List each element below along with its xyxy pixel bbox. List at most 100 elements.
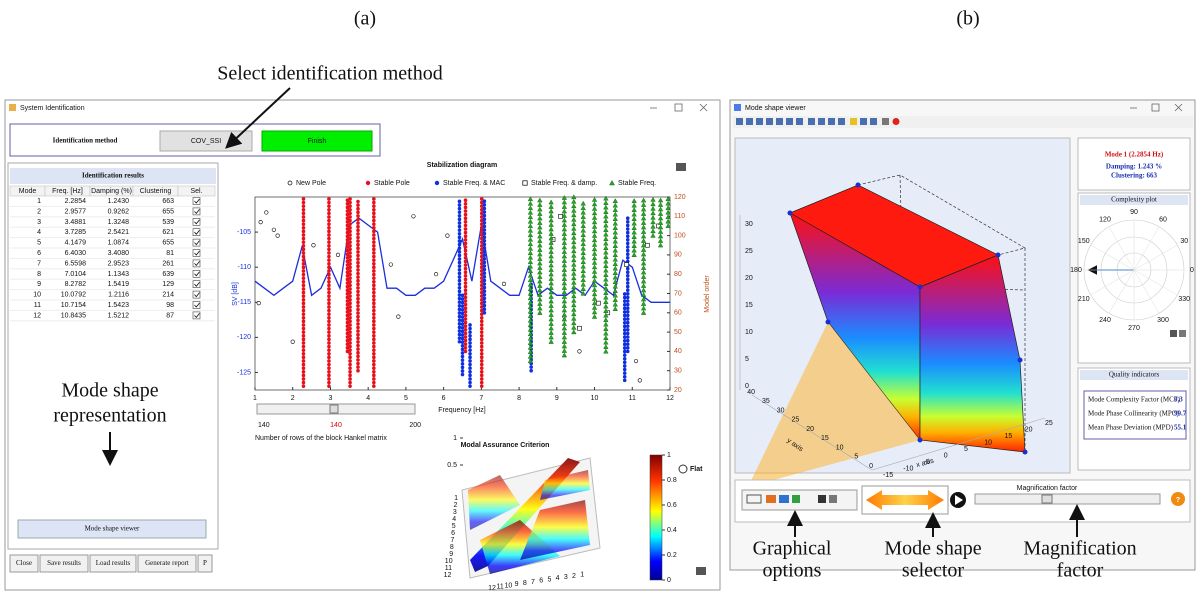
button-label[interactable]: Close [16, 559, 32, 567]
panel-header [1080, 195, 1188, 205]
select-checkbox[interactable] [192, 249, 201, 257]
new-pole [271, 227, 276, 232]
table-cell: 214 [162, 292, 174, 299]
flat-radio[interactable] [678, 464, 688, 474]
quality-value: 99.7 [1174, 410, 1187, 418]
colorbar-tick-label: 0.6 [667, 502, 677, 509]
button[interactable] [89, 554, 137, 573]
table-cell: 9 [37, 281, 41, 288]
option-icons[interactable] [746, 494, 837, 504]
check-mark [194, 240, 200, 246]
check-mark [194, 209, 200, 215]
x-tick-label: 12 [666, 395, 674, 402]
new-pole [396, 314, 401, 319]
annotation: Select identification method [217, 63, 443, 85]
print-icon[interactable] [676, 163, 686, 171]
annotation: Mode shape [884, 538, 981, 560]
select-checkbox[interactable] [192, 290, 201, 299]
select-checkbox[interactable] [192, 301, 201, 309]
flat-label[interactable]: Flat [690, 466, 703, 473]
table-cell: 1.2430 [108, 198, 130, 205]
table-cell: 2.5421 [108, 229, 130, 236]
z-tick-label: 25 [745, 248, 753, 255]
window-controls[interactable] [1130, 103, 1183, 112]
finish-button-label[interactable]: Finish [308, 138, 327, 145]
viewer-button-label[interactable]: Mode shape viewer [85, 525, 140, 533]
y-axis-label: SV [dB] [232, 282, 239, 306]
mode-arrows[interactable] [866, 490, 944, 510]
polar-label: 120 [1099, 217, 1111, 224]
export-icon[interactable] [1179, 330, 1186, 337]
mac-3d-bars [461, 457, 601, 579]
x-tick-label: 10 [591, 395, 599, 402]
help-label[interactable]: ? [1176, 497, 1180, 504]
table-cell: 8.2782 [65, 281, 87, 288]
polar-spoke [1108, 226, 1135, 271]
slider-thumb[interactable] [329, 404, 339, 414]
select-checkbox[interactable] [192, 269, 201, 278]
select-checkbox[interactable] [192, 259, 201, 268]
colorbar-tick-label: 1 [667, 452, 671, 459]
select-checkbox[interactable] [192, 280, 201, 289]
panel-label: (a) [354, 8, 376, 30]
column-header: Sel. [190, 188, 202, 195]
row-tick-label: 3 [453, 509, 457, 516]
export-icon[interactable] [1170, 330, 1177, 337]
window-controls[interactable] [650, 103, 708, 112]
button-label[interactable]: Generate report [145, 559, 189, 567]
button-label[interactable]: Save results [47, 559, 81, 567]
polar-label: 210 [1078, 296, 1090, 303]
y2-axis-label: Model order [704, 275, 711, 313]
stable-freq-column [527, 196, 534, 364]
row-tick-label: 1 [454, 495, 458, 502]
table-cell: 1.3248 [108, 219, 130, 226]
button[interactable] [197, 554, 213, 573]
viewer-button[interactable] [17, 519, 207, 539]
legend-label: Stable Freq. [618, 180, 656, 187]
stable-damp-pole [577, 325, 582, 331]
finish-button[interactable] [261, 130, 373, 152]
button-label[interactable]: P [203, 559, 207, 567]
table-cell: 3.4881 [65, 219, 87, 226]
z-tick-label: 10 [745, 329, 753, 336]
select-checkbox[interactable] [192, 218, 201, 226]
col-tick-label: 12 [488, 585, 496, 591]
select-checkbox[interactable] [192, 228, 201, 236]
button[interactable] [39, 554, 89, 573]
slider-caption: Number of rows of the block Hankel matri… [255, 435, 387, 442]
y2-tick-label: 120 [674, 194, 686, 201]
select-checkbox[interactable] [192, 197, 201, 205]
column-header: Freq. [Hz] [52, 188, 83, 195]
button[interactable] [137, 554, 197, 573]
quality-label: Mean Phase Deviation (MPD) [1088, 424, 1174, 432]
table-cell: 7 [37, 260, 41, 267]
select-checkbox[interactable] [192, 238, 201, 247]
play-icon [955, 495, 963, 505]
col-tick-label: 5 [547, 576, 551, 583]
select-checkbox[interactable] [192, 207, 201, 216]
new-pole [311, 243, 316, 248]
y-tick-label: 15 [821, 435, 829, 442]
toolbar[interactable] [733, 116, 1193, 128]
select-checkbox[interactable] [192, 311, 201, 320]
slider-thumb[interactable] [1041, 494, 1053, 504]
x-axis-label: Frequency [Hz] [438, 407, 486, 414]
button-label[interactable]: Load results [96, 559, 131, 567]
row-tick-label: 2 [453, 502, 457, 509]
method-button-label[interactable]: COV_SSI [191, 138, 221, 145]
column-header: Mode [19, 188, 37, 195]
button[interactable] [9, 554, 39, 573]
table-cell: 539 [162, 219, 174, 226]
help-button[interactable] [1171, 492, 1185, 506]
table-cell: 10.0792 [61, 292, 86, 299]
stable-freq-column [603, 195, 609, 354]
magnification-slider[interactable] [974, 493, 1161, 505]
print-icon[interactable] [696, 567, 706, 575]
column-header: Clustering [140, 188, 172, 195]
colorbar [649, 454, 663, 581]
row-tick-label: 5 [452, 523, 456, 530]
x-tick-label: 5 [404, 395, 408, 402]
legend-marker [434, 180, 440, 186]
col-tick-label: 3 [564, 574, 568, 581]
